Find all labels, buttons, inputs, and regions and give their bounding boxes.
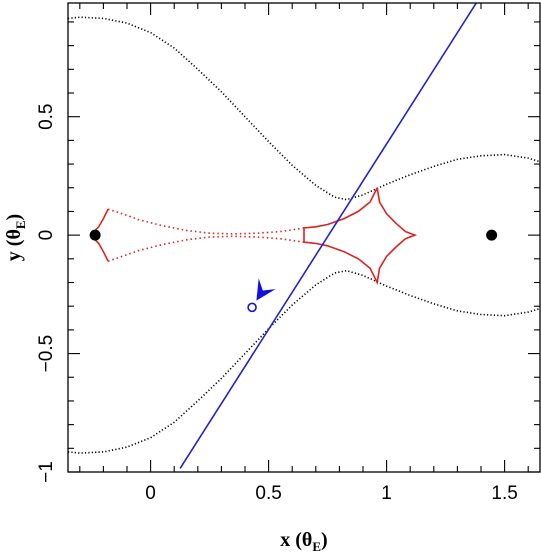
y-axis-label-sub: E — [13, 220, 28, 229]
x-axis-label-sub: E — [312, 539, 321, 554]
caustic-bridge-lower — [107, 235, 305, 262]
source-direction-arrow — [256, 278, 276, 301]
y-axis-label-close: ) — [3, 214, 25, 221]
critical-curve-lower — [68, 269, 540, 454]
caustic-main — [303, 187, 418, 286]
y-tick-label: 0.5 — [36, 103, 57, 129]
plot-area — [68, 3, 540, 469]
lens-1 — [89, 229, 101, 241]
caustic-bridge-upper — [107, 208, 305, 235]
critical-curve-upper — [68, 16, 540, 201]
curves-layer — [68, 3, 540, 469]
x-tick-label: 1.5 — [491, 483, 517, 504]
source-trajectory — [179, 3, 477, 469]
x-axis-label-close: ) — [321, 529, 328, 551]
plot-frame — [67, 2, 541, 473]
x-tick-label: 1 — [381, 483, 392, 504]
x-axis-label: x (θE) — [280, 529, 327, 554]
source-marker — [247, 302, 257, 313]
ticks-layer: 0 0.5 1 1.5 −1 −0.5 0 0.5 — [36, 3, 540, 504]
y-tick-label: 0 — [36, 230, 57, 241]
y-tick-label: −1 — [36, 461, 57, 483]
x-tick-label: 0 — [145, 483, 156, 504]
y-axis-label-main: y (θ — [3, 229, 25, 261]
x-tick-label: 0.5 — [255, 483, 281, 504]
y-tick-label: −0.5 — [36, 335, 57, 373]
lens-2 — [486, 229, 498, 241]
y-axis-label: y (θE) — [3, 214, 28, 261]
x-axis-label-main: x (θ — [280, 529, 312, 551]
